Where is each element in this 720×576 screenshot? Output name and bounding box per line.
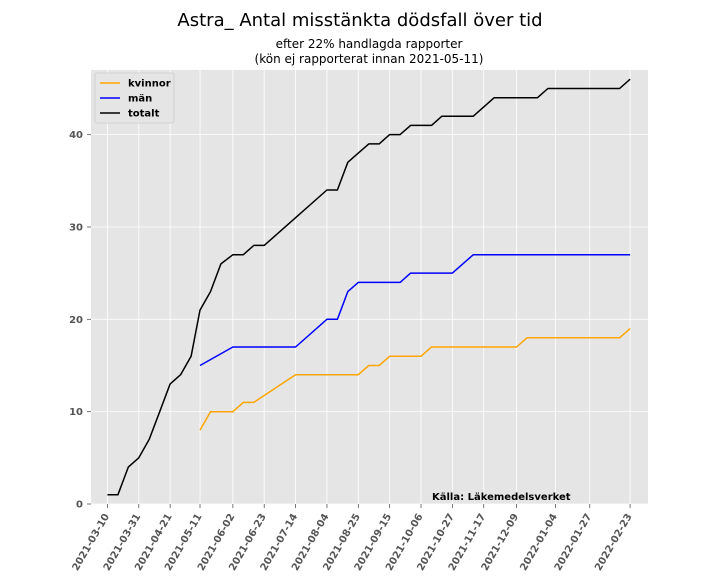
series-line-kvinnor <box>199 328 631 431</box>
legend-label-kvinnor: kvinnor <box>128 79 171 90</box>
y-tick-label: 20 <box>69 315 83 326</box>
source-annotation: Källa: Läkemedelsverket <box>432 492 571 503</box>
legend-label-man: män <box>128 94 152 105</box>
x-tick-label: 2022-01-27 <box>553 512 595 573</box>
legend-label-totalt: totalt <box>128 109 160 120</box>
plot-area <box>91 70 648 504</box>
legend: kvinnor män totalt <box>94 72 175 124</box>
legend-box <box>94 72 175 124</box>
chart-subtitle-line-2: (kön ej rapporterat innan 2021-05-11) <box>255 52 484 66</box>
series-line-män <box>199 253 631 367</box>
y-tick-label: 30 <box>69 222 83 233</box>
series-line-totalt <box>107 78 631 496</box>
grid <box>91 70 648 505</box>
chart-subtitle-line-1: efter 22% handlagda rapporter <box>276 37 463 51</box>
x-tick-label: 2022-01-04 <box>519 512 561 573</box>
x-tick-label: 2022-02-23 <box>593 512 635 573</box>
series-layer <box>107 78 631 496</box>
y-tick-label: 40 <box>69 130 83 141</box>
y-tick-label: 10 <box>69 407 83 418</box>
y-tick-label: 0 <box>76 500 83 511</box>
chart-title: Astra_ Antal misstänkta dödsfall över ti… <box>177 10 542 31</box>
